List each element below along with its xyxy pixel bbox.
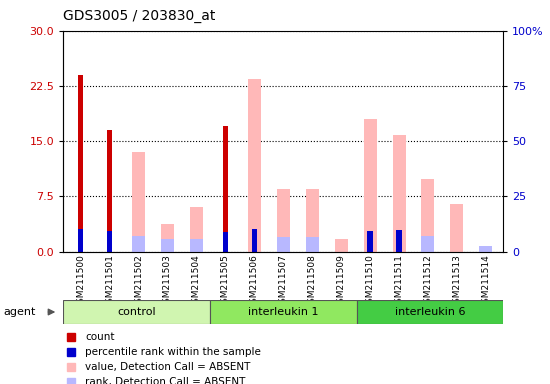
Text: control: control bbox=[117, 307, 156, 317]
Bar bbox=[210, 300, 356, 324]
Text: agent: agent bbox=[3, 307, 36, 317]
Bar bbox=[63, 300, 210, 324]
Bar bbox=[334, 239, 348, 252]
Text: value, Detection Call = ABSENT: value, Detection Call = ABSENT bbox=[85, 362, 250, 372]
Bar bbox=[421, 236, 434, 252]
Bar bbox=[356, 300, 503, 324]
Bar bbox=[277, 237, 290, 252]
Bar bbox=[107, 231, 112, 252]
Text: interleukin 6: interleukin 6 bbox=[395, 307, 465, 317]
Bar bbox=[364, 119, 377, 252]
Bar bbox=[252, 229, 257, 252]
Bar bbox=[223, 232, 228, 252]
Bar bbox=[132, 236, 145, 252]
Bar bbox=[132, 152, 145, 252]
Text: GDS3005 / 203830_at: GDS3005 / 203830_at bbox=[63, 8, 216, 23]
Bar bbox=[107, 130, 112, 252]
Bar bbox=[306, 237, 318, 252]
Bar bbox=[421, 179, 434, 252]
Bar bbox=[480, 246, 492, 252]
Bar bbox=[78, 75, 83, 252]
Bar bbox=[397, 230, 402, 252]
Bar bbox=[190, 239, 203, 252]
Bar bbox=[223, 126, 228, 252]
Text: rank, Detection Call = ABSENT: rank, Detection Call = ABSENT bbox=[85, 377, 245, 384]
Bar bbox=[450, 204, 464, 252]
Bar bbox=[393, 135, 405, 252]
Bar bbox=[161, 223, 174, 252]
Bar bbox=[78, 230, 83, 252]
Text: interleukin 1: interleukin 1 bbox=[248, 307, 318, 317]
Bar bbox=[161, 239, 174, 252]
Bar bbox=[248, 79, 261, 252]
Bar bbox=[277, 189, 290, 252]
Bar bbox=[190, 207, 203, 252]
Bar bbox=[306, 189, 318, 252]
Text: percentile rank within the sample: percentile rank within the sample bbox=[85, 347, 261, 357]
Bar bbox=[367, 230, 373, 252]
Text: count: count bbox=[85, 332, 114, 342]
